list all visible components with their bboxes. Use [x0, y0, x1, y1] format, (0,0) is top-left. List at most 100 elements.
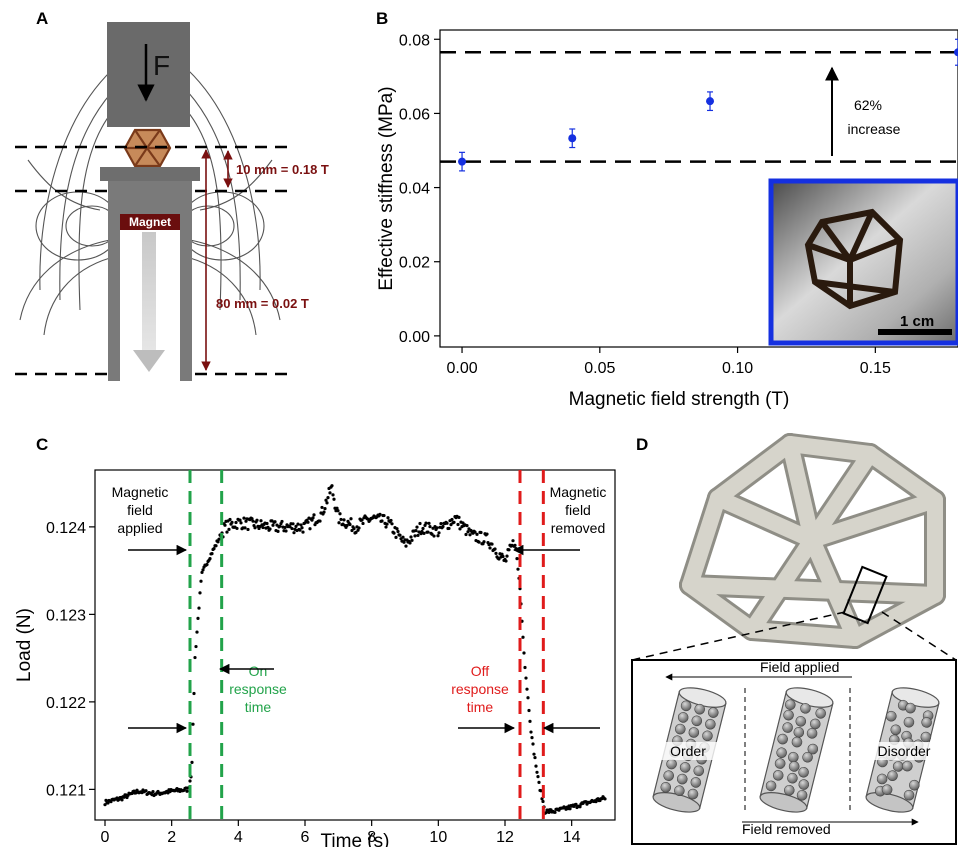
data-point — [185, 789, 189, 793]
data-point — [432, 534, 436, 538]
particle — [876, 773, 888, 785]
data-point — [322, 510, 326, 514]
data-point — [278, 524, 282, 528]
data-point — [525, 687, 529, 691]
off-response-line-2: response — [451, 681, 509, 697]
on-response-line-1: On — [249, 663, 268, 679]
x-tick-label: 0 — [101, 829, 110, 846]
data-point — [427, 521, 431, 525]
x-tick-label: 12 — [496, 829, 514, 846]
particle — [920, 731, 932, 743]
data-point — [424, 521, 428, 525]
data-point — [330, 484, 334, 488]
data-point — [352, 527, 356, 531]
data-point — [300, 526, 304, 530]
y-axis-title: Effective stiffness (MPa) — [376, 86, 397, 290]
far-distance-label: 80 mm = 0.02 T — [216, 296, 309, 311]
data-point — [386, 516, 390, 520]
y-tick-label: 0.122 — [46, 695, 86, 712]
particle — [798, 779, 810, 790]
data-point — [312, 513, 316, 517]
data-point — [268, 527, 272, 531]
y-tick-label: 0.08 — [399, 32, 430, 49]
cylinder-bottom — [759, 792, 808, 813]
y-tick-label: 0.02 — [399, 255, 430, 272]
particle — [905, 702, 916, 714]
particle — [694, 703, 705, 715]
particle — [676, 773, 688, 785]
data-point — [501, 554, 505, 559]
field-removed-label: Field removed — [742, 821, 831, 837]
x-tick-label: 6 — [301, 829, 310, 846]
particle — [881, 784, 893, 796]
particle — [687, 788, 699, 800]
data-point — [421, 526, 425, 531]
data-point — [416, 533, 420, 538]
data-point — [200, 570, 204, 575]
data-point — [253, 526, 257, 530]
data-point — [516, 567, 520, 571]
data-point — [452, 520, 456, 524]
particle — [777, 733, 788, 745]
off-response-line-1: Off — [471, 663, 490, 679]
removed-label-line-3: removed — [551, 520, 605, 536]
particle — [887, 770, 898, 781]
particle — [688, 727, 700, 738]
data-point — [408, 541, 412, 545]
data-point — [539, 789, 543, 793]
data-point — [482, 540, 486, 544]
cylinder-bottom — [865, 792, 914, 813]
y-axis-title: Load (N) — [14, 608, 35, 682]
data-point — [223, 523, 227, 527]
data-point — [533, 755, 537, 760]
x-axis-title: Time (s) — [321, 831, 390, 847]
particle — [705, 718, 716, 730]
data-point — [468, 533, 472, 537]
data-point — [409, 535, 413, 539]
data-point — [331, 493, 335, 497]
panel-b: B 0.00 0.02 0.04 0.06 0.08 0.00 0.05 0.10 0.15 Ma… — [376, 9, 958, 410]
data-point — [192, 691, 196, 696]
data-point — [299, 523, 303, 527]
photo-lattice-icon — [804, 208, 904, 310]
particle — [674, 723, 686, 735]
panel-c: C 0.121 0.122 0.123 0.124 0 2 4 6 8 10 12 14 Time (s… — [14, 435, 616, 847]
data-point — [528, 719, 532, 723]
data-point — [420, 529, 424, 534]
data-point — [212, 546, 216, 551]
particle — [798, 766, 809, 778]
field-applied-label: Field applied — [760, 659, 839, 675]
data-point — [603, 797, 607, 801]
particle — [776, 747, 787, 759]
particle — [680, 700, 692, 712]
data-point — [515, 557, 519, 561]
data-point — [398, 533, 402, 537]
data-point — [335, 506, 339, 510]
data-point — [250, 517, 254, 521]
particle-cylinder — [759, 687, 834, 813]
data-point — [445, 521, 449, 525]
data-point — [296, 522, 300, 526]
particle — [707, 707, 719, 718]
data-point — [404, 544, 408, 548]
data-point — [473, 530, 477, 534]
particle — [702, 730, 713, 742]
data-point — [521, 635, 525, 639]
order-label: Order — [670, 743, 706, 759]
panel-b-letter: B — [376, 9, 388, 28]
data-point — [318, 519, 322, 523]
x-tick-label: 0.00 — [446, 360, 477, 377]
data-point — [524, 676, 528, 680]
particle — [903, 716, 915, 728]
particle — [784, 699, 796, 710]
particle — [806, 728, 818, 739]
data-point — [426, 530, 430, 534]
panel-a: A F — [15, 9, 329, 381]
data-point — [337, 521, 341, 525]
particle — [800, 703, 811, 714]
removed-label-line-2: field — [565, 502, 591, 518]
y-tick-label: 0.06 — [399, 106, 430, 123]
data-point — [217, 537, 221, 541]
data-point — [706, 97, 715, 106]
x-tick-label: 10 — [429, 829, 447, 846]
